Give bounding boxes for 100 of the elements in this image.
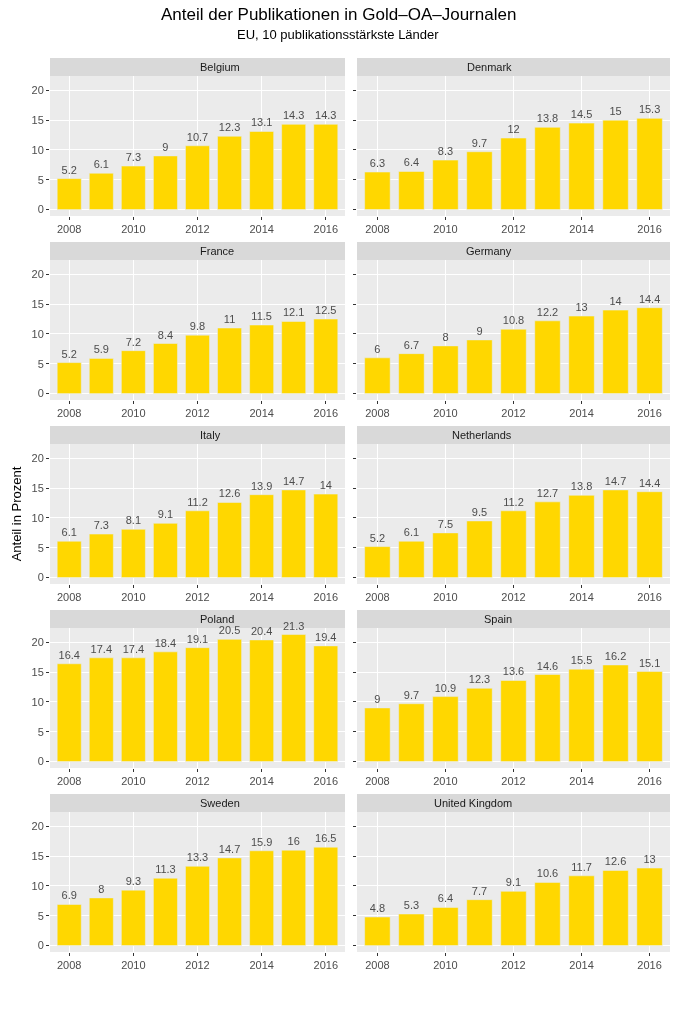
bar — [185, 510, 210, 578]
data-label: 18.4 — [154, 636, 177, 649]
x-tick-label: 2014 — [249, 223, 274, 236]
x-tick-label: 2014 — [249, 591, 274, 604]
bar — [568, 315, 595, 394]
y-tick-label: 15 — [31, 849, 44, 862]
bar — [602, 489, 629, 578]
data-label: 12.5 — [315, 304, 337, 317]
data-label: 9.7 — [471, 136, 488, 149]
bar — [568, 495, 595, 578]
data-label: 20.4 — [250, 624, 273, 637]
bar — [364, 546, 391, 578]
y-tick-label: 20 — [31, 268, 44, 281]
bar — [398, 540, 425, 578]
x-tick-label: 2016 — [313, 775, 338, 788]
bar — [500, 510, 527, 578]
bar — [249, 639, 274, 762]
data-label: 13.1 — [250, 116, 273, 129]
x-tick-label: 2016 — [313, 407, 338, 420]
bar — [249, 131, 274, 210]
data-label: 6.1 — [61, 526, 77, 539]
data-label: 10.6 — [536, 867, 559, 880]
data-label: 16 — [287, 835, 300, 848]
y-tick-label: 15 — [31, 481, 44, 494]
x-tick-label: 2010 — [433, 223, 458, 236]
data-label: 15.3 — [638, 103, 661, 116]
bar — [602, 119, 629, 210]
data-label: 12.7 — [536, 486, 559, 499]
data-label: 5.2 — [61, 163, 77, 176]
bar — [432, 907, 459, 946]
data-label: 9.1 — [505, 876, 522, 889]
bar — [364, 357, 391, 394]
bar — [534, 674, 561, 762]
bar — [432, 696, 459, 762]
bar — [398, 353, 425, 394]
x-tick-label: 2008 — [365, 223, 390, 236]
data-label: 13.9 — [250, 479, 273, 492]
bar — [432, 532, 459, 578]
bar — [466, 899, 493, 946]
data-label: 14.7 — [218, 842, 241, 855]
chart-title: Belgium — [200, 61, 240, 73]
data-label: 21.3 — [282, 619, 305, 632]
y-tick-label: 5 — [37, 541, 44, 554]
data-label: 15.1 — [638, 656, 661, 669]
data-label: 16.4 — [58, 648, 80, 661]
data-label: 5.2 — [61, 347, 77, 360]
x-tick-label: 2014 — [569, 223, 594, 236]
x-tick-label: 2008 — [365, 591, 390, 604]
data-label: 6 — [374, 342, 381, 355]
x-tick-label: 2016 — [637, 959, 662, 972]
bar — [636, 867, 663, 946]
data-label: 8 — [442, 330, 449, 343]
chart-title: Italy — [200, 429, 221, 441]
bar — [313, 645, 339, 762]
chart-title: Spain — [484, 613, 513, 625]
x-tick-label: 2014 — [569, 959, 594, 972]
bar — [89, 533, 114, 578]
data-label: 19.1 — [186, 632, 209, 645]
bar — [56, 904, 82, 946]
data-label: 13.8 — [570, 480, 593, 493]
bar — [89, 172, 114, 210]
bar — [432, 345, 459, 394]
bar — [466, 688, 493, 762]
y-tick-label: 0 — [37, 387, 44, 400]
bar — [281, 849, 306, 946]
data-label: 15 — [609, 105, 622, 118]
bar — [185, 866, 210, 946]
bar — [466, 520, 493, 578]
x-tick-label: 2010 — [121, 407, 146, 420]
bar — [602, 870, 629, 946]
data-label: 14.3 — [282, 109, 305, 122]
x-tick-label: 2008 — [57, 223, 82, 236]
bar — [500, 680, 527, 762]
x-tick-label: 2016 — [637, 775, 662, 788]
data-label: 17.4 — [90, 642, 113, 655]
data-label: 9.8 — [189, 320, 206, 333]
x-tick-label: 2010 — [433, 775, 458, 788]
data-label: 12.6 — [604, 855, 627, 868]
y-tick-label: 5 — [37, 909, 44, 922]
data-label: 14.6 — [536, 659, 559, 672]
bar — [153, 343, 178, 394]
bar — [249, 324, 274, 394]
bar — [281, 634, 306, 762]
bar — [121, 165, 146, 210]
x-tick-label: 2008 — [365, 407, 390, 420]
data-label: 13.3 — [186, 851, 209, 864]
x-tick-label: 2012 — [185, 959, 210, 972]
bar — [568, 122, 595, 210]
bar — [89, 657, 114, 762]
data-label: 14 — [609, 295, 622, 308]
x-tick-label: 2012 — [501, 775, 526, 788]
data-label: 7.3 — [93, 519, 109, 532]
bar — [153, 155, 178, 210]
x-tick-label: 2014 — [249, 775, 274, 788]
data-label: 6.7 — [403, 338, 420, 351]
bar — [568, 668, 595, 762]
x-tick-label: 2008 — [57, 775, 82, 788]
bar — [466, 151, 493, 210]
chart-title: Poland — [200, 613, 235, 625]
data-label: 6.1 — [93, 158, 109, 171]
